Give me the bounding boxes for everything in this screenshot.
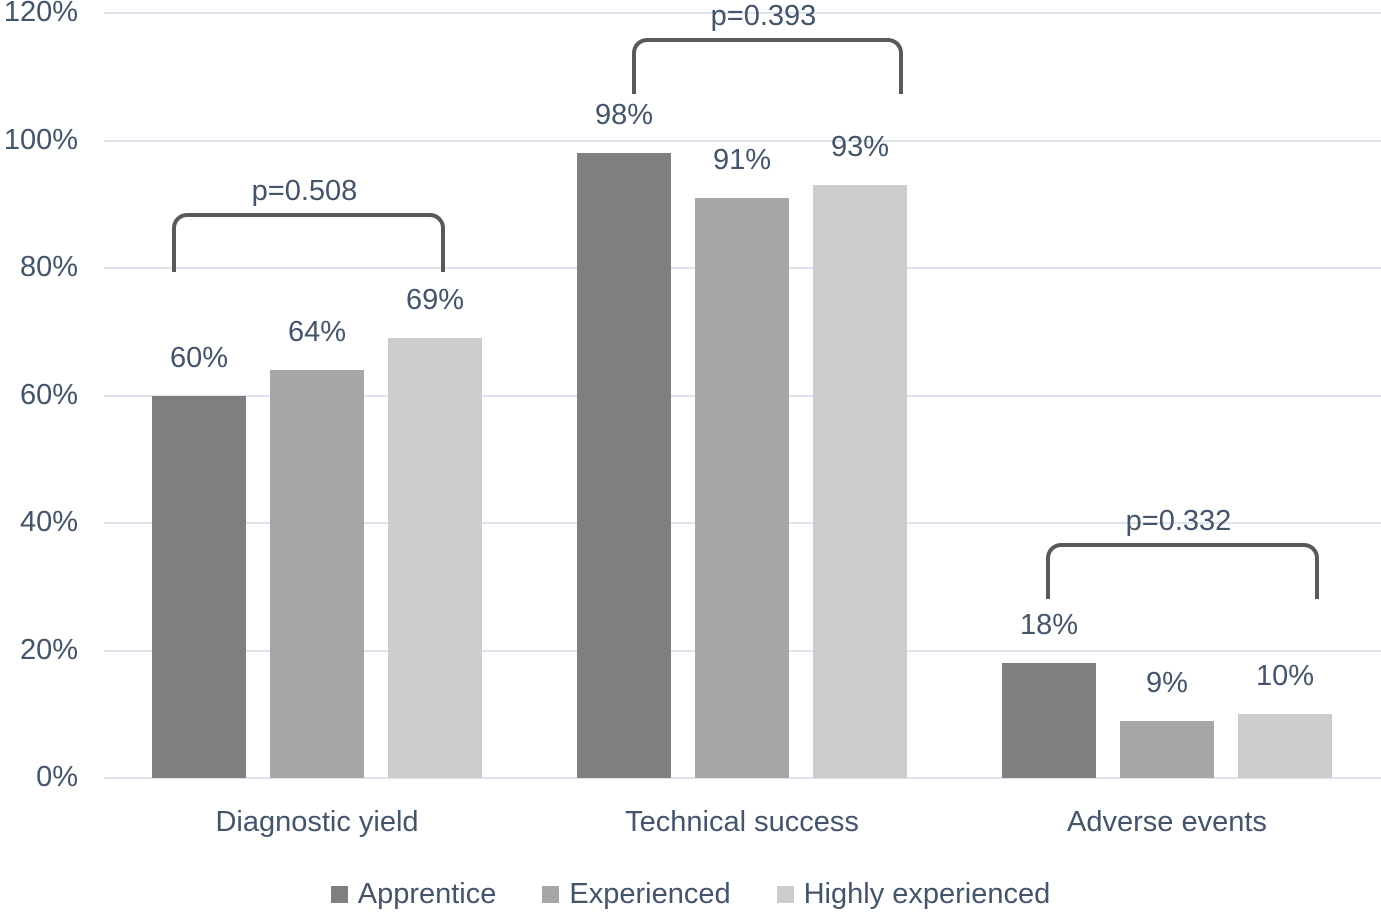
bar-experienced-diagnostic-yield: [270, 370, 364, 778]
y-axis-tick-label: 20%: [19, 633, 78, 666]
legend-swatch-highly-experienced: [776, 885, 794, 903]
gridline-120%: [104, 12, 1381, 14]
bar-apprentice-diagnostic-yield: [152, 395, 246, 778]
significance-bracket-adverse-events: [1046, 543, 1319, 599]
bar-experienced-technical-success: [695, 197, 789, 778]
p-value-label: p=0.508: [251, 175, 358, 207]
y-axis-tick-label: 0%: [36, 761, 78, 793]
legend-swatch-experienced: [542, 885, 560, 903]
bar-value-label: 69%: [405, 284, 465, 317]
legend-label: Experienced: [569, 878, 731, 910]
significance-bracket-diagnostic-yield: [172, 213, 445, 272]
p-value-label: p=0.393: [710, 0, 817, 32]
legend-label: Apprentice: [357, 878, 497, 910]
y-axis-tick-label: 60%: [19, 378, 78, 411]
x-axis-label-adverse-events: Adverse events: [1067, 806, 1267, 838]
legend-swatch-apprentice: [330, 885, 348, 903]
bar-value-label: 9%: [1146, 666, 1188, 699]
bar-highly-experienced-adverse-events: [1238, 714, 1332, 778]
legend-item-apprentice: Apprentice: [330, 878, 497, 910]
bar-value-label: 18%: [1019, 609, 1079, 642]
y-axis-tick-label: 80%: [19, 251, 78, 283]
bar-value-label: 60%: [169, 341, 229, 374]
significance-bracket-technical-success: [632, 38, 903, 94]
bar-experienced-adverse-events: [1120, 720, 1214, 778]
bar-value-label: 64%: [287, 316, 347, 348]
bar-value-label: 98%: [594, 99, 654, 132]
bar-value-label: 91%: [712, 143, 772, 176]
legend-label: Highly experienced: [803, 878, 1051, 910]
bar-highly-experienced-diagnostic-yield: [388, 338, 482, 778]
bar-value-label: 93%: [830, 131, 890, 164]
legend: Apprentice Experienced Highly experienced: [0, 878, 1381, 910]
bar-highly-experienced-technical-success: [813, 185, 907, 778]
y-axis-tick-label: 100%: [3, 123, 78, 156]
bar-apprentice-adverse-events: [1002, 663, 1096, 778]
p-value-label: p=0.332: [1125, 505, 1232, 537]
legend-item-experienced: Experienced: [542, 878, 731, 910]
gridline-0%: [104, 777, 1381, 779]
x-axis-label-diagnostic-yield: Diagnostic yield: [215, 806, 419, 838]
x-axis-label-technical-success: Technical success: [625, 806, 859, 838]
y-axis-tick-label: 120%: [3, 0, 78, 28]
bar-value-label: 10%: [1255, 660, 1315, 693]
gridline-100%: [104, 139, 1381, 142]
legend-item-highly-experienced: Highly experienced: [776, 878, 1051, 910]
bar-apprentice-technical-success: [577, 153, 671, 778]
y-axis-tick-label: 40%: [19, 506, 78, 538]
